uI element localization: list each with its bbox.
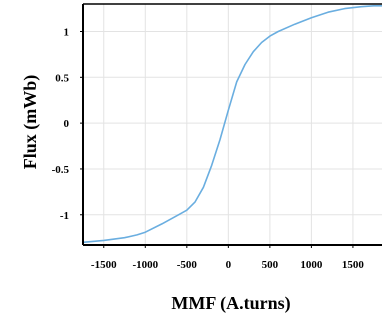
y-tick-label: 0	[64, 118, 70, 130]
plot-frame	[82, 3, 382, 246]
x-tick-label: 0	[226, 259, 232, 271]
grid	[83, 4, 382, 245]
y-axis-title: Flux (mWb)	[20, 75, 41, 170]
x-axis-title: MMF (A.turns)	[171, 293, 290, 314]
y-tick-label: 1	[64, 26, 70, 38]
x-tick-label: -500	[177, 259, 198, 271]
y-tick-label: -1	[60, 210, 69, 222]
y-tick-label: 0.5	[55, 72, 69, 84]
x-tick-label: -1500	[91, 259, 117, 271]
x-tick-label: 1000	[300, 259, 323, 271]
y-tick-label: -0.5	[52, 164, 70, 176]
x-tick-label: 1500	[342, 259, 365, 271]
series-line-0	[82, 5, 382, 244]
x-axis-ticks: -1500 -1000 -500 0 500 1000 1500	[91, 245, 365, 271]
y-axis-ticks: 1 0.5 0 -0.5 -1	[52, 26, 83, 222]
x-tick-label: -1000	[132, 259, 158, 271]
x-tick-label: 500	[262, 259, 279, 271]
series-layer	[82, 5, 382, 244]
